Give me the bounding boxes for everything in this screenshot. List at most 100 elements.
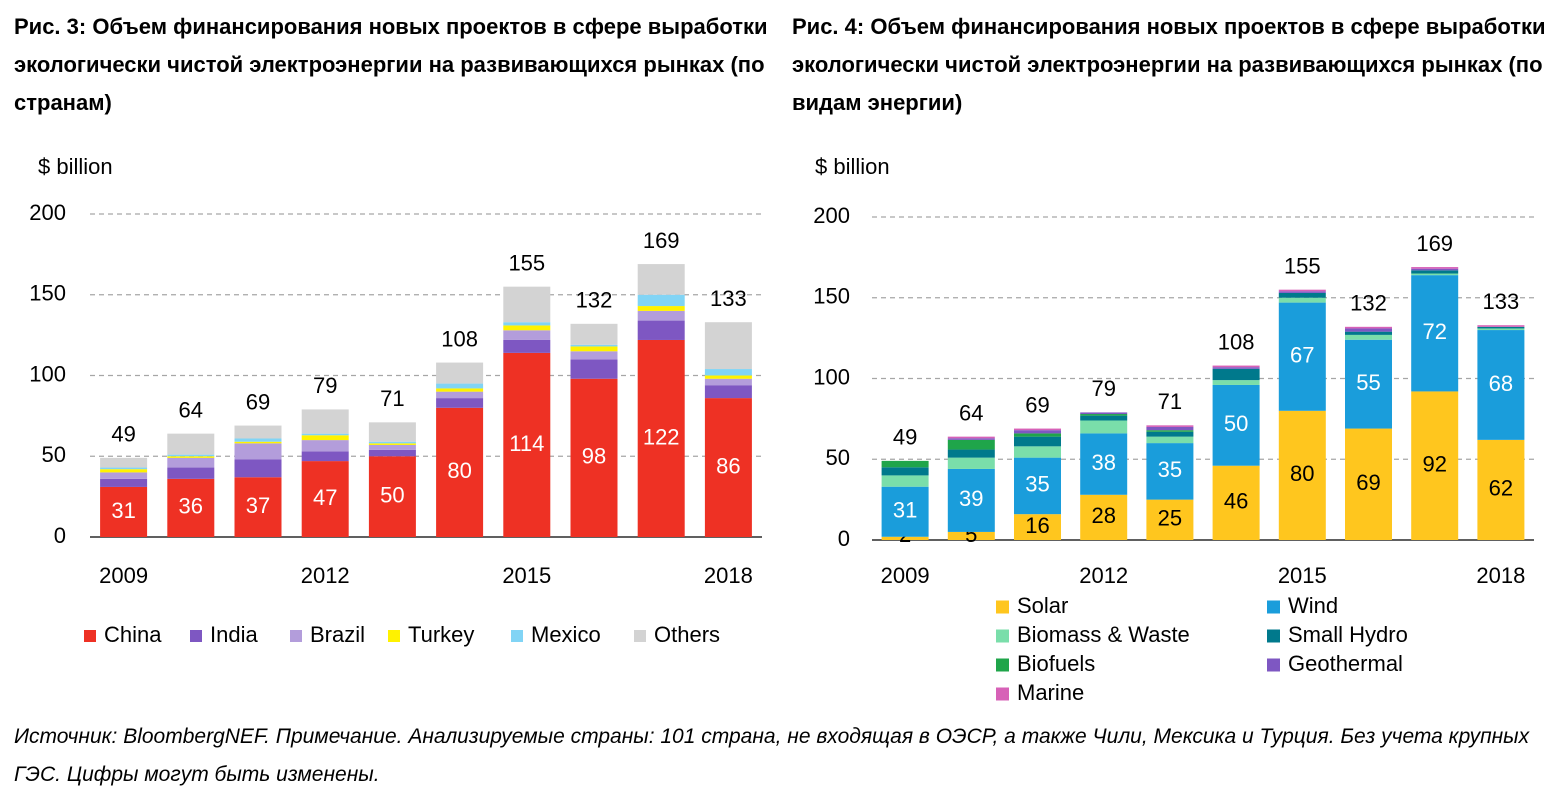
energy-bar-segment-wind (1212, 384, 1260, 466)
countries-bar-segment-others (704, 322, 752, 370)
energy-bar-segment-biofuels (947, 439, 995, 450)
energy-legend-label-small-hydro: Small Hydro (1288, 622, 1408, 647)
energy-bar-segment-solar (1278, 410, 1326, 540)
energy-bar-segment-geothermal (1345, 328, 1392, 332)
energy-y-tick-label: 0 (838, 526, 850, 551)
countries-x-tick-label: 2009 (99, 563, 148, 588)
countries-bar-segment-turkey (100, 469, 148, 473)
energy-legend-label-biomass-waste: Biomass & Waste (1017, 622, 1190, 647)
energy-data-label-wind: 50 (1224, 411, 1248, 436)
energy-legend-label-wind: Wind (1288, 593, 1338, 618)
countries-data-label-china: 114 (509, 431, 544, 456)
countries-bar-segment-others (436, 362, 484, 384)
countries-bar-segment-mexico (368, 441, 416, 444)
energy-bar-segment-biofuels (1014, 433, 1061, 437)
countries-y-tick-label: 0 (54, 523, 66, 548)
energy-bar-segment-small-hydro (1278, 292, 1326, 298)
energy-bar-segment-solar (1345, 428, 1392, 540)
energy-bar-segment-marine (1014, 428, 1061, 431)
energy-bar-segment-solar (1080, 494, 1128, 540)
energy-bar-segment-marine (1411, 267, 1459, 269)
countries-legend-swatch-china (84, 630, 96, 642)
countries-legend-swatch-turkey (388, 630, 400, 642)
energy-total-label: 133 (1483, 289, 1520, 314)
countries-bar-segment-turkey (301, 435, 349, 441)
energy-bar-segment-marine (1477, 325, 1525, 327)
countries-bar-segment-mexico (100, 467, 148, 470)
countries-bar-segment-turkey (368, 443, 416, 445)
countries-bar-segment-india (368, 449, 416, 457)
countries-y-tick-label: 150 (29, 281, 66, 306)
energy-total-label: 71 (1158, 389, 1182, 414)
countries-x-tick-label: 2015 (502, 563, 551, 588)
energy-bar-segment-geothermal (1080, 412, 1128, 415)
countries-legend-label-brazil: Brazil (310, 622, 365, 647)
energy-bar-segment-marine (1345, 326, 1392, 329)
countries-total-label: 155 (508, 250, 545, 275)
energy-bar-segment-biofuels (1146, 430, 1194, 432)
energy-bar-segment-wind (881, 486, 929, 537)
energy-bar-segment-small-hydro (1080, 415, 1128, 421)
energy-bar-segment-small-hydro (1146, 431, 1194, 437)
countries-data-label-china: 98 (582, 444, 606, 469)
energy-bar-segment-marine (1146, 425, 1194, 427)
countries-bar-segment-brazil (570, 351, 618, 360)
energy-data-label-wind: 39 (959, 486, 983, 511)
charts-canvas: $ billion 0 50 100 150 200 31 49 2009 36 64 37 69 47 7… (29, 154, 1534, 705)
countries-bar-segment-china (503, 352, 551, 537)
energy-bar-segment-biomass-waste (1477, 328, 1525, 331)
chart-title-countries: Рис. 3: Объем финансирования новых проек… (14, 14, 768, 115)
countries-bar-segment-others (637, 264, 685, 295)
energy-data-label-solar: 28 (1091, 503, 1115, 528)
countries-bar-segment-mexico (167, 454, 215, 457)
energy-bar-segment-marine (1278, 289, 1326, 292)
energy-bar-segment-biomass-waste (1345, 334, 1392, 340)
chart-title-energy-types: Рис. 4: Объем финансирования новых проек… (792, 14, 1546, 115)
energy-bar-segment-biomass-waste (1146, 436, 1194, 444)
countries-bar-segment-china (167, 478, 215, 537)
countries-bar-segment-mexico (637, 294, 685, 307)
countries-bar-segment-brazil (503, 330, 551, 340)
energy-bar-segment-biomass-waste (1278, 297, 1326, 303)
energy-bar-segment-small-hydro (881, 467, 929, 476)
countries-legend-swatch-brazil (290, 630, 302, 642)
energy-bar-segment-small-hydro (947, 449, 995, 458)
countries-bar-segment-india (167, 467, 215, 479)
energy-bar-segment-biomass-waste (1080, 420, 1128, 434)
countries-x-tick-label: 2018 (704, 563, 753, 588)
countries-total-label: 108 (441, 326, 478, 351)
energy-bar-segment-biomass-waste (1411, 273, 1459, 276)
countries-total-label: 132 (576, 288, 613, 313)
energy-bar-segment-biomass-waste (1212, 380, 1260, 385)
energy-total-label: 69 (1025, 392, 1049, 417)
countries-data-label-china: 47 (313, 485, 337, 510)
energy-total-label: 155 (1284, 253, 1321, 278)
energy-y-tick-label: 150 (813, 284, 850, 309)
energy-bar-segment-solar (1146, 499, 1194, 540)
countries-total-label: 133 (710, 286, 747, 311)
energy-legend-swatch-marine (996, 687, 1009, 701)
countries-bar-segment-turkey (637, 306, 685, 311)
countries-x-tick-label: 2012 (301, 563, 350, 588)
countries-bar-segment-mexico (704, 369, 752, 376)
energy-data-label-solar: 69 (1356, 470, 1380, 495)
energy-data-label-wind: 68 (1489, 371, 1513, 396)
countries-legend-label-mexico: Mexico (531, 622, 601, 647)
countries-total-label: 69 (246, 389, 270, 414)
countries-bar-segment-china (704, 398, 752, 537)
energy-data-label-wind: 67 (1290, 343, 1314, 368)
energy-bar-segment-geothermal (1146, 426, 1194, 431)
countries-total-label: 169 (643, 228, 680, 253)
countries-legend-label-others: Others (654, 622, 720, 647)
countries-legend-label-china: China (104, 622, 162, 647)
energy-bar-segment-wind (1146, 443, 1194, 500)
countries-y-axis-label: $ billion (38, 154, 113, 179)
countries-bar-segment-india (436, 398, 484, 408)
countries-bar-segment-china (301, 461, 349, 537)
countries-bar-segment-china (436, 407, 484, 537)
countries-y-tick-label: 100 (29, 361, 66, 386)
countries-bar-segment-china (368, 456, 416, 537)
energy-x-tick-label: 2012 (1079, 563, 1128, 588)
countries-legend-label-turkey: Turkey (408, 622, 474, 647)
energy-bar-segment-wind (1014, 457, 1061, 515)
